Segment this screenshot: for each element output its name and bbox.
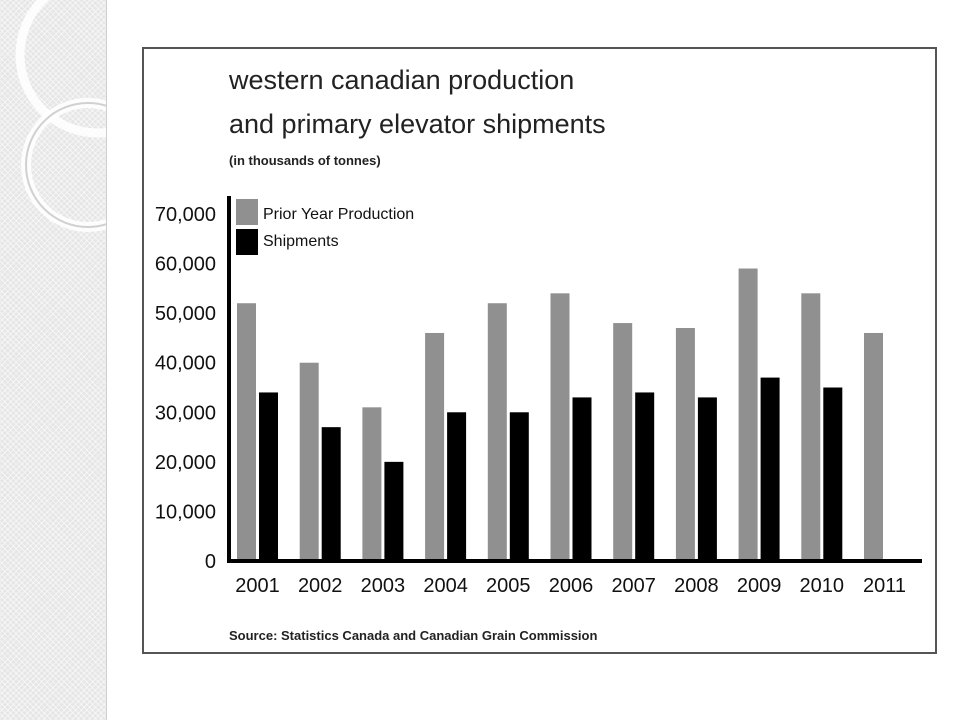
chart-title-line-1: western canadian production — [228, 65, 574, 95]
bar-chart: western canadian production and primary … — [155, 65, 922, 643]
y-tick-label: 30,000 — [155, 402, 216, 424]
production-bar-2007 — [613, 323, 633, 561]
x-tick-label: 2004 — [423, 575, 468, 597]
y-tick-label: 20,000 — [155, 452, 216, 474]
shipments-bar-2006 — [572, 397, 592, 561]
x-tick-label: 2009 — [737, 575, 782, 597]
shipments-bar-2007 — [635, 392, 655, 561]
legend-label-shipments: Shipments — [263, 233, 339, 250]
x-tick-label: 2006 — [549, 575, 594, 597]
y-tick-label: 70,000 — [155, 204, 216, 226]
x-tick-label: 2005 — [486, 575, 531, 597]
legend-swatch-shipments — [236, 229, 258, 255]
x-tick-label: 2007 — [611, 575, 656, 597]
y-tick-label: 40,000 — [155, 353, 216, 375]
chart-subtitle: (in thousands of tonnes) — [229, 153, 381, 168]
legend-label-production: Prior Year Production — [263, 206, 414, 223]
shipments-bar-2010 — [823, 387, 843, 561]
production-bar-2009 — [738, 268, 758, 561]
y-axis-line — [227, 196, 231, 563]
production-bar-2001 — [237, 303, 256, 561]
shipments-bar-2003 — [384, 461, 404, 561]
legend-swatch-production — [236, 199, 258, 225]
x-axis-line — [227, 559, 922, 563]
chart-source: Source: Statistics Canada and Canadian G… — [229, 628, 597, 643]
x-tick-label: 2011 — [863, 575, 906, 597]
x-tick-label: 2010 — [800, 575, 845, 597]
y-tick-label: 10,000 — [155, 501, 216, 523]
y-tick-label: 50,000 — [155, 303, 216, 325]
bars-group — [237, 268, 883, 561]
shipments-bar-2002 — [321, 427, 341, 561]
legend: Prior Year Production Shipments — [236, 199, 414, 255]
x-tick-label: 2008 — [674, 575, 719, 597]
production-bar-2010 — [801, 293, 821, 561]
shipments-bar-2008 — [697, 397, 717, 561]
x-tick-label: 2001 — [235, 575, 280, 597]
chart-title-line-2: and primary elevator shipments — [229, 109, 606, 139]
production-bar-2003 — [362, 407, 382, 561]
production-bar-2005 — [487, 303, 507, 561]
x-axis-ticks: 2001 2002 2003 2004 2005 2006 2007 2008 2009 2010… — [235, 575, 906, 597]
x-tick-label: 2003 — [361, 575, 406, 597]
y-tick-label: 60,000 — [155, 254, 216, 276]
production-bar-2002 — [299, 362, 319, 561]
decorative-circles — [15, 0, 106, 232]
y-tick-label: 0 — [205, 551, 216, 573]
production-bar-2006 — [550, 293, 570, 561]
y-axis-ticks: 0 10,000 20,000 30,000 40,000 50,000 60,000 70,… — [155, 204, 216, 573]
shipments-bar-2004 — [447, 412, 467, 561]
production-bar-2008 — [675, 328, 695, 561]
shipments-bar-2009 — [760, 377, 780, 561]
shipments-bar-2001 — [259, 392, 278, 561]
decorative-side-strip — [0, 0, 107, 720]
x-tick-label: 2002 — [298, 575, 343, 597]
shipments-bar-2005 — [509, 412, 529, 561]
production-bar-2004 — [425, 332, 445, 561]
chart-panel: western canadian production and primary … — [142, 47, 937, 654]
production-bar-2011 — [864, 332, 883, 561]
